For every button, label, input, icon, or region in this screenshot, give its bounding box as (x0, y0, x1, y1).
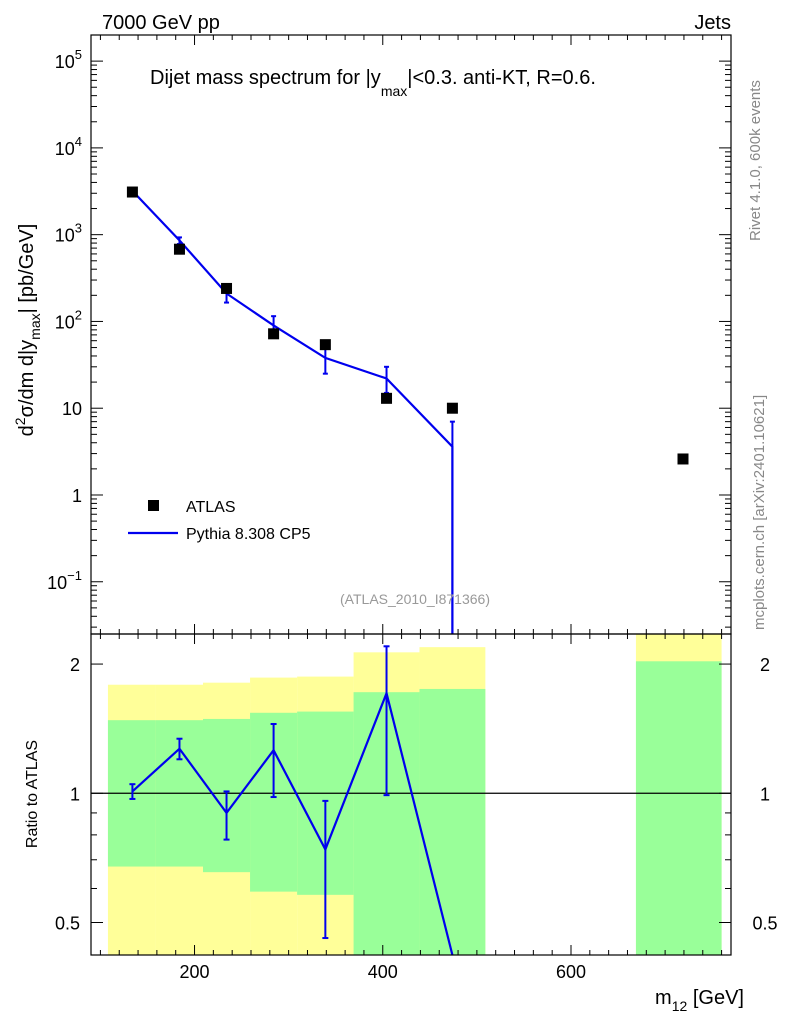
ratio-mc-series (129, 645, 454, 956)
y-tick-exponent: 5 (75, 47, 82, 62)
analysis-watermark: (ATLAS_2010_I871366) (340, 591, 490, 607)
beam-label: 7000 GeV pp (102, 12, 220, 34)
y-tick-exponent: 4 (75, 134, 82, 149)
y-tick-label-ratio-left: 0.5 (55, 913, 80, 933)
y-tick-label-main: 103 (55, 221, 82, 246)
y-tick-label-main: 10−1 (47, 568, 82, 593)
y-tick-base: 10 (47, 573, 67, 593)
y-tick-exponent: −1 (67, 568, 82, 583)
ratio-band-inner-7 (635, 661, 722, 955)
legend-mc-label: Pythia 8.308 CP5 (186, 526, 311, 543)
data-point-6 (446, 402, 458, 414)
x-tick-label-600: 600 (556, 962, 586, 982)
ratio-band-inner-6 (419, 688, 486, 955)
y-tick-label-main: 1 (72, 486, 82, 506)
y-tick-label-ratio-left: 1 (70, 784, 80, 804)
data-point-0 (126, 186, 138, 198)
y-tick-label-main: 102 (55, 307, 82, 332)
y-tick-base: 10 (55, 139, 75, 159)
process-label: Jets (694, 12, 731, 34)
axis-ticks (91, 34, 731, 955)
y-tick-exponent: 3 (75, 221, 82, 236)
legend-data-label: ATLAS (186, 499, 236, 516)
mcplots-label: mcplots.cern.ch [arXiv:2401.10621] (751, 395, 768, 630)
y-axis-label: d2σ/dm d|ymax| [pb/GeV] (12, 224, 43, 437)
plot-title: Dijet mass spectrum for |ymax|<0.3. anti… (150, 67, 596, 99)
y-tick-base: 10 (55, 312, 75, 332)
legend-data-marker (148, 500, 159, 511)
y-tick-exponent: 2 (75, 307, 82, 322)
ratio-panel-frame (90, 633, 732, 956)
ratio-uncertainty-bands (107, 634, 722, 955)
main-panel-frame (90, 34, 732, 635)
data-point-2 (221, 282, 233, 294)
ratio-y-axis-label: Ratio to ATLAS (24, 740, 41, 848)
rivet-version-label: Rivet 4.1.0, 600k events (747, 80, 764, 241)
x-tick-label-400: 400 (368, 962, 398, 982)
data-point-5 (381, 392, 393, 404)
y-tick-base: 10 (55, 52, 75, 72)
y-tick-label-main: 104 (55, 134, 82, 159)
y-tick-label-main: 10 (62, 399, 82, 419)
y-tick-label-ratio-right: 1 (760, 784, 770, 804)
x-axis-label: m12 [GeV] (655, 987, 744, 1014)
y-tick-label-ratio-left: 2 (70, 655, 80, 675)
data-point-1 (173, 243, 185, 255)
mc-series (129, 187, 455, 634)
mc-line (131, 190, 454, 634)
y-tick-base: 10 (55, 226, 75, 246)
data-point-7 (677, 453, 689, 465)
data-point-3 (268, 328, 280, 340)
data-series (126, 186, 689, 465)
x-tick-label-200: 200 (180, 962, 210, 982)
y-tick-label-ratio-right: 0.5 (752, 913, 777, 933)
data-point-4 (319, 339, 331, 351)
y-tick-label-ratio-right: 2 (760, 655, 770, 675)
y-tick-label-main: 105 (55, 47, 82, 72)
